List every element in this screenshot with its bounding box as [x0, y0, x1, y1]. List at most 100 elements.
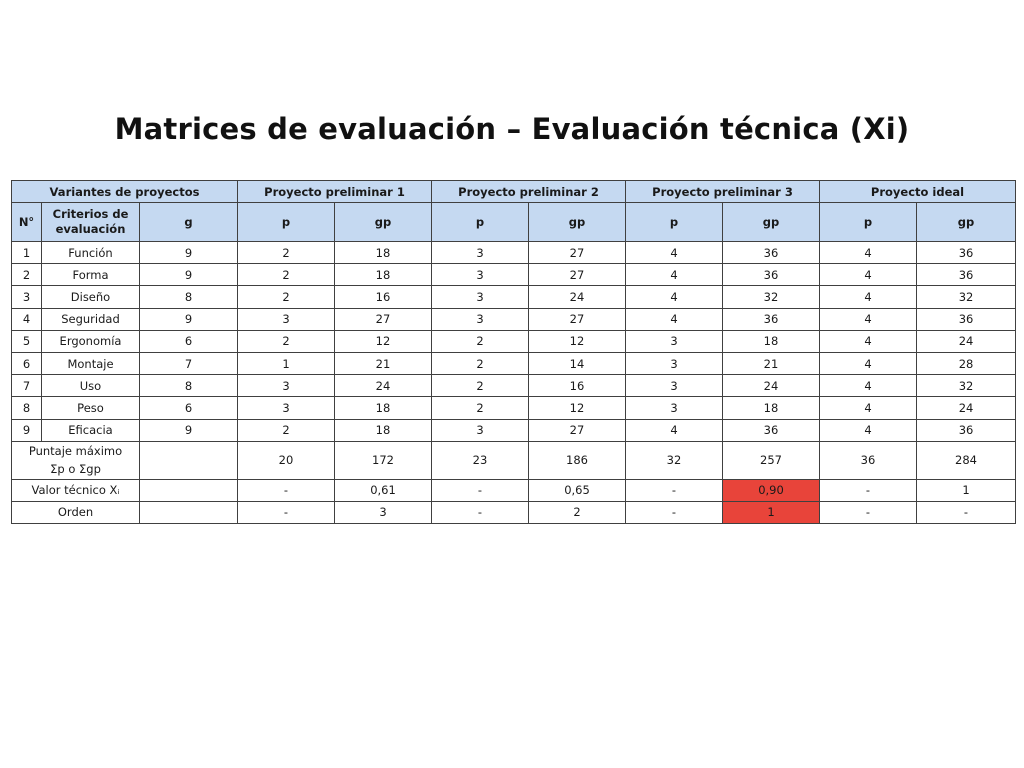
- technical-value-row: Valor técnico Xᵢ - 0,61 - 0,65 - 0,90 - …: [11, 478, 1017, 502]
- empty-cell: [139, 478, 238, 502]
- cell-value: 27: [528, 418, 626, 442]
- cell-value: 24: [915, 396, 1017, 420]
- weight-g: 9: [139, 240, 238, 265]
- row-number: 3: [11, 285, 42, 309]
- cell-value: 4: [625, 307, 723, 331]
- cell-value: 3: [625, 374, 723, 398]
- total-value: 186: [528, 440, 626, 480]
- cell-value: 4: [819, 263, 917, 287]
- cell-value: 3: [237, 307, 335, 331]
- header-gp: gp: [722, 202, 820, 242]
- cell-value: 4: [819, 240, 917, 265]
- cell-value: 3: [431, 418, 529, 442]
- criterion-name: Montaje: [41, 351, 140, 376]
- criterion-name: Seguridad: [41, 307, 140, 331]
- order-value: 3: [334, 500, 432, 524]
- cell-value: 3: [431, 307, 529, 331]
- cell-value: 18: [334, 396, 432, 420]
- table-row: 5 Ergonomía 6 2 12 2 12 3 18 4 24: [11, 329, 1017, 353]
- technical-value: 0,61: [334, 478, 432, 502]
- weight-g: 6: [139, 396, 238, 420]
- table-row: 3 Diseño 8 2 16 3 24 4 32 4 32: [11, 285, 1017, 309]
- cell-value: 18: [334, 240, 432, 265]
- order-value: -: [915, 500, 1017, 524]
- cell-value: 27: [528, 240, 626, 265]
- table-row: 4 Seguridad 9 3 27 3 27 4 36 4 36: [11, 307, 1017, 331]
- total-row: Puntaje máximo Σp o Σgp 20 172 23 186 32 …: [11, 440, 1017, 480]
- technical-value: 0,65: [528, 478, 626, 502]
- cell-value: 3: [431, 240, 529, 265]
- technical-value-label: Valor técnico Xᵢ: [11, 478, 140, 502]
- total-value: 23: [431, 440, 529, 480]
- order-value-highlighted: 1: [722, 500, 820, 524]
- table-row: 7 Uso 8 3 24 2 16 3 24 4 32: [11, 374, 1017, 398]
- cell-value: 3: [625, 351, 723, 376]
- cell-value: 4: [819, 285, 917, 309]
- cell-value: 4: [625, 418, 723, 442]
- header-project-1: Proyecto preliminar 1: [237, 180, 432, 203]
- row-number: 4: [11, 307, 42, 331]
- header-gp: gp: [915, 202, 1017, 242]
- table-row: 9 Eficacia 9 2 18 3 27 4 36 4 36: [11, 418, 1017, 442]
- page-title: Matrices de evaluación – Evaluación técn…: [114, 112, 910, 146]
- cell-value: 2: [237, 285, 335, 309]
- technical-value: -: [431, 478, 529, 502]
- cell-value: 4: [819, 396, 917, 420]
- criterion-name: Función: [41, 240, 140, 265]
- cell-value: 18: [722, 329, 820, 353]
- cell-value: 24: [528, 285, 626, 309]
- cell-value: 24: [722, 374, 820, 398]
- cell-value: 3: [625, 329, 723, 353]
- cell-value: 21: [722, 351, 820, 376]
- order-label: Orden: [11, 500, 140, 524]
- weight-g: 7: [139, 351, 238, 376]
- row-number: 5: [11, 329, 42, 353]
- header-project-ideal: Proyecto ideal: [818, 180, 1017, 203]
- cell-value: 18: [334, 263, 432, 287]
- header-p: p: [625, 202, 723, 242]
- empty-cell: [139, 500, 238, 524]
- cell-value: 2: [237, 240, 335, 265]
- table-row: 8 Peso 6 3 18 2 12 3 18 4 24: [11, 396, 1017, 420]
- cell-value: 14: [528, 351, 626, 376]
- total-value: 20: [237, 440, 335, 480]
- technical-value: -: [625, 478, 723, 502]
- order-value: -: [431, 500, 529, 524]
- row-number: 2: [11, 263, 42, 287]
- cell-value: 4: [819, 351, 917, 376]
- cell-value: 4: [625, 240, 723, 265]
- order-value: 2: [528, 500, 626, 524]
- cell-value: 3: [431, 263, 529, 287]
- cell-value: 36: [722, 263, 820, 287]
- cell-value: 2: [431, 329, 529, 353]
- cell-value: 3: [237, 374, 335, 398]
- cell-value: 24: [915, 329, 1017, 353]
- cell-value: 27: [528, 307, 626, 331]
- empty-cell: [139, 440, 238, 480]
- total-value: 284: [915, 440, 1017, 480]
- cell-value: 1: [237, 351, 335, 376]
- table-row: 2 Forma 9 2 18 3 27 4 36 4 36: [11, 263, 1017, 287]
- cell-value: 32: [915, 374, 1017, 398]
- cell-value: 18: [334, 418, 432, 442]
- technical-value: 1: [915, 478, 1017, 502]
- cell-value: 28: [915, 351, 1017, 376]
- criterion-name: Peso: [41, 396, 140, 420]
- order-value: -: [819, 500, 917, 524]
- cell-value: 3: [237, 396, 335, 420]
- total-value: 32: [625, 440, 723, 480]
- technical-value: -: [237, 478, 335, 502]
- row-number: 8: [11, 396, 42, 420]
- row-number: 9: [11, 418, 42, 442]
- weight-g: 8: [139, 285, 238, 309]
- cell-value: 2: [431, 374, 529, 398]
- header-g: g: [139, 202, 238, 242]
- cell-value: 12: [334, 329, 432, 353]
- row-number: 7: [11, 374, 42, 398]
- technical-value-highlighted: 0,90: [722, 478, 820, 502]
- criterion-name: Eficacia: [41, 418, 140, 442]
- cell-value: 32: [915, 285, 1017, 309]
- total-label: Puntaje máximo Σp o Σgp: [11, 440, 140, 480]
- cell-value: 16: [334, 285, 432, 309]
- cell-value: 4: [625, 263, 723, 287]
